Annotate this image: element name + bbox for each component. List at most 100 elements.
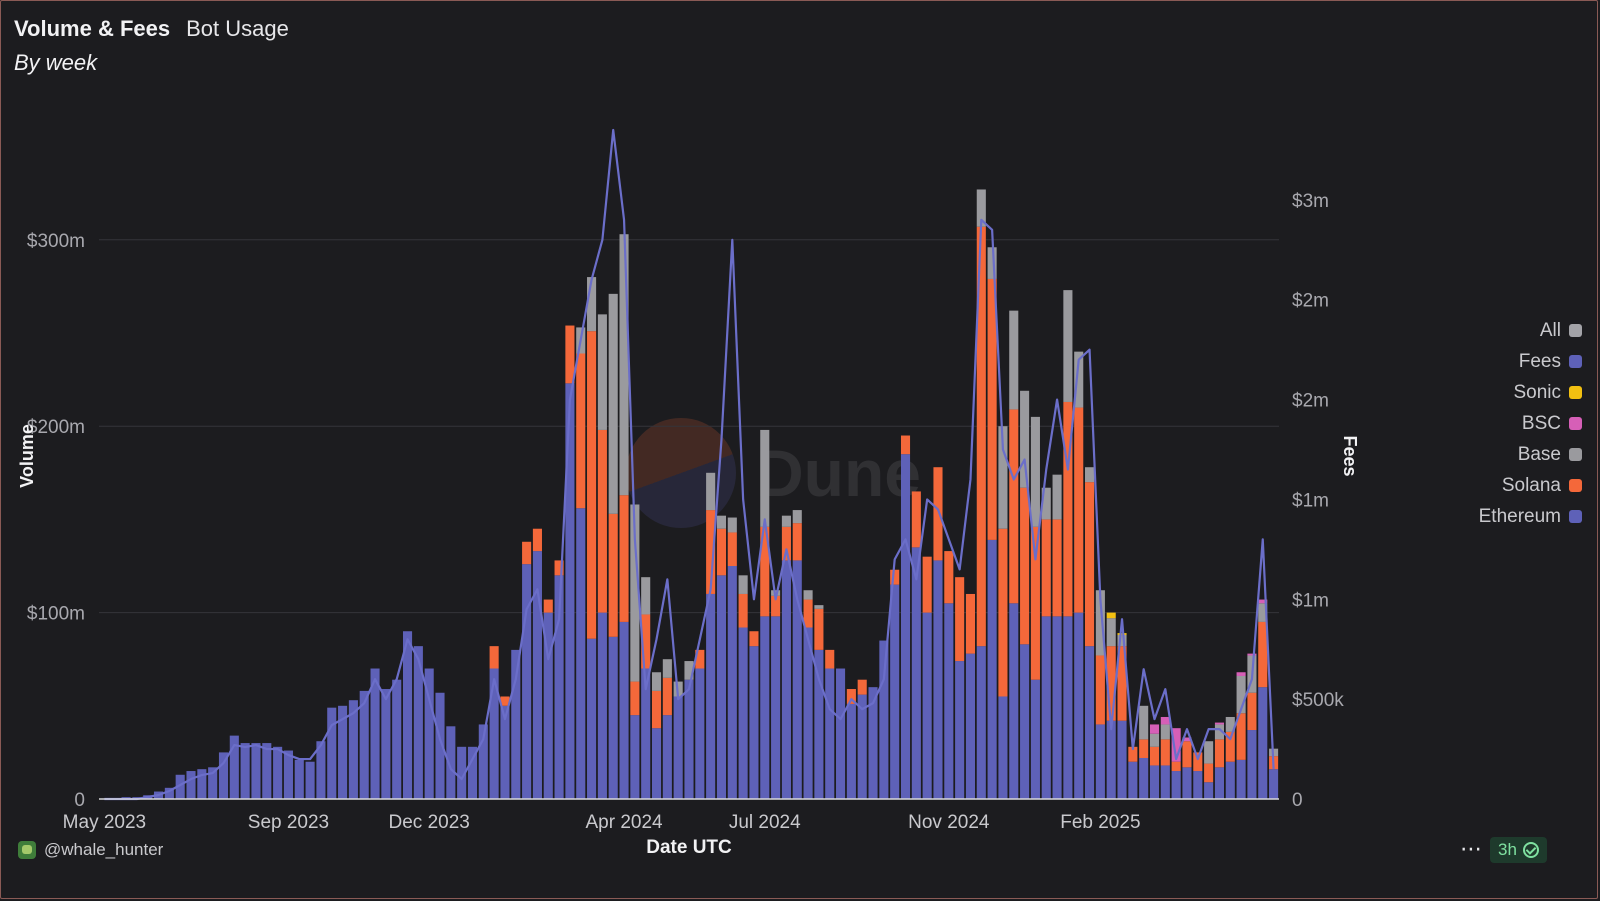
bar-ethereum — [305, 761, 315, 799]
bar-ethereum — [327, 707, 337, 799]
bar-base — [662, 659, 672, 678]
bar-ethereum — [543, 612, 553, 799]
freshness-badge[interactable]: 3h — [1490, 837, 1547, 863]
bar-base — [1160, 724, 1170, 740]
bar-solana — [641, 614, 651, 669]
bar-ethereum — [1117, 720, 1127, 799]
legend-item-fees[interactable]: Fees — [1519, 350, 1582, 373]
bar-solana — [1052, 519, 1062, 617]
bar-ethereum — [1063, 616, 1073, 799]
check-circle-icon — [1522, 842, 1539, 858]
bar-ethereum — [1204, 782, 1214, 799]
legend-label: All — [1539, 319, 1561, 341]
bar-solana — [1247, 692, 1257, 731]
bar-base — [738, 575, 748, 594]
bar-ethereum — [359, 690, 369, 799]
fees-line — [104, 128, 1275, 801]
bar-base — [976, 189, 986, 227]
bar-ethereum — [868, 687, 878, 799]
bar-base — [1085, 467, 1095, 483]
legend-swatch — [1569, 324, 1582, 337]
legend-item-all[interactable]: All — [1540, 319, 1582, 342]
legend-item-base[interactable]: Base — [1518, 443, 1582, 466]
bar-base — [716, 515, 727, 529]
bar-solana — [1149, 746, 1160, 766]
bar-bsc — [1160, 716, 1170, 725]
legend-item-bsc[interactable]: BSC — [1522, 412, 1582, 435]
bar-base — [587, 277, 597, 332]
bar-base — [803, 590, 813, 600]
bar-ethereum — [424, 668, 434, 799]
bar-ethereum — [1149, 765, 1160, 799]
bar-ethereum — [1171, 771, 1181, 799]
bar-solana — [1193, 752, 1203, 772]
bar-ethereum — [922, 612, 932, 799]
bar-solana — [976, 226, 986, 647]
bar-bsc — [1182, 737, 1192, 742]
bar-solana — [1225, 731, 1235, 762]
y-tick-label: 0 — [74, 790, 85, 811]
bar-base — [1020, 390, 1030, 488]
bar-ethereum — [1214, 767, 1224, 799]
legend-item-ethereum[interactable]: Ethereum — [1479, 505, 1582, 528]
bar-solana — [890, 569, 900, 585]
bar-base — [987, 247, 997, 279]
y2-tick-label: $2m — [1292, 391, 1329, 412]
legend-swatch — [1569, 417, 1582, 430]
bar-ethereum — [1009, 603, 1019, 799]
bar-solana — [1095, 655, 1105, 725]
author-handle: @whale_hunter — [44, 840, 164, 859]
bar-base — [1074, 351, 1084, 408]
bar-base — [1041, 487, 1051, 520]
bar-ethereum — [771, 616, 781, 799]
y2-tick-label: $500k — [1292, 690, 1344, 711]
x-tick-label: Jul 2024 — [729, 812, 801, 833]
bar-solana — [760, 526, 770, 617]
bar-ethereum — [965, 653, 976, 799]
bar-solana — [662, 677, 672, 716]
legend-item-sonic[interactable]: Sonic — [1513, 381, 1582, 404]
bar-solana — [1236, 713, 1246, 760]
bar-solana — [727, 532, 737, 566]
y2-tick-label: $1m — [1292, 490, 1329, 511]
bar-ethereum — [933, 560, 943, 799]
bar-ethereum — [522, 564, 532, 799]
x-tick-label: Feb 2025 — [1060, 812, 1140, 833]
bar-ethereum — [1074, 612, 1084, 799]
bar-solana — [738, 593, 748, 628]
bar-ethereum — [738, 627, 748, 799]
y2-tick-label: $1m — [1292, 590, 1329, 611]
avatar — [18, 841, 36, 859]
x-axis-title: Date UTC — [646, 837, 732, 858]
bar-base — [706, 472, 716, 511]
bar-ethereum — [1182, 767, 1192, 799]
author[interactable]: @whale_hunter — [18, 840, 163, 860]
bar-base — [1139, 705, 1149, 740]
bar-solana — [998, 528, 1008, 697]
y-tick-label: $300m — [27, 231, 85, 252]
tab-bot-usage[interactable]: Bot Usage — [186, 16, 289, 41]
bar-base — [814, 605, 824, 609]
bar-solana — [944, 551, 954, 604]
bar-solana — [857, 679, 867, 695]
bar-solana — [1106, 646, 1116, 721]
bar-solana — [1182, 741, 1192, 768]
bar-solana — [1258, 621, 1268, 688]
bar-ethereum — [240, 743, 250, 799]
bar-ethereum — [987, 539, 997, 799]
bar-base — [608, 293, 618, 514]
bar-ethereum — [716, 575, 727, 799]
more-options-button[interactable]: ⋯ — [1460, 836, 1483, 861]
bar-solana — [489, 646, 499, 669]
bar-ethereum — [597, 612, 607, 799]
bar-base — [727, 517, 737, 533]
bar-ethereum — [890, 584, 900, 799]
bar-bsc — [1236, 672, 1246, 676]
legend-item-solana[interactable]: Solana — [1502, 474, 1582, 497]
bar-solana — [1117, 646, 1127, 721]
bar-solana — [965, 593, 976, 654]
bar-ethereum — [998, 696, 1008, 799]
bar-base — [597, 314, 607, 430]
bar-base — [1063, 290, 1073, 402]
